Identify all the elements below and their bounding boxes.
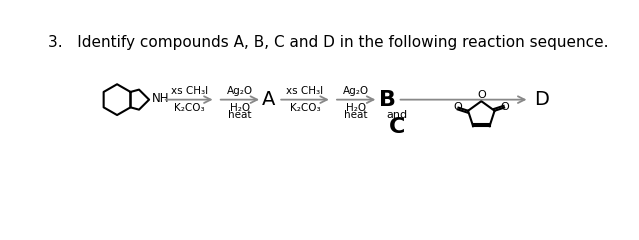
Text: Ag₂O: Ag₂O <box>343 86 369 96</box>
Text: H₂O: H₂O <box>346 103 366 113</box>
Text: heat: heat <box>228 110 252 120</box>
Text: O: O <box>477 90 486 100</box>
Text: O: O <box>453 102 462 112</box>
Text: H₂O: H₂O <box>230 103 250 113</box>
Text: C: C <box>389 117 405 137</box>
Text: heat: heat <box>344 110 368 120</box>
Text: K₂CO₃: K₂CO₃ <box>174 103 204 114</box>
Text: D: D <box>534 90 549 109</box>
Text: NH: NH <box>151 92 169 105</box>
Text: xs CH₃I: xs CH₃I <box>171 86 208 96</box>
Text: xs CH₃I: xs CH₃I <box>286 86 323 96</box>
Text: O: O <box>500 102 509 112</box>
Text: K₂CO₃: K₂CO₃ <box>289 103 320 114</box>
Text: and: and <box>387 110 408 120</box>
Text: A: A <box>262 90 275 109</box>
Text: B: B <box>379 90 396 110</box>
Text: 3.   Identify compounds A, B, C and D in the following reaction sequence.: 3. Identify compounds A, B, C and D in t… <box>48 35 608 50</box>
Text: Ag₂O: Ag₂O <box>227 86 253 96</box>
